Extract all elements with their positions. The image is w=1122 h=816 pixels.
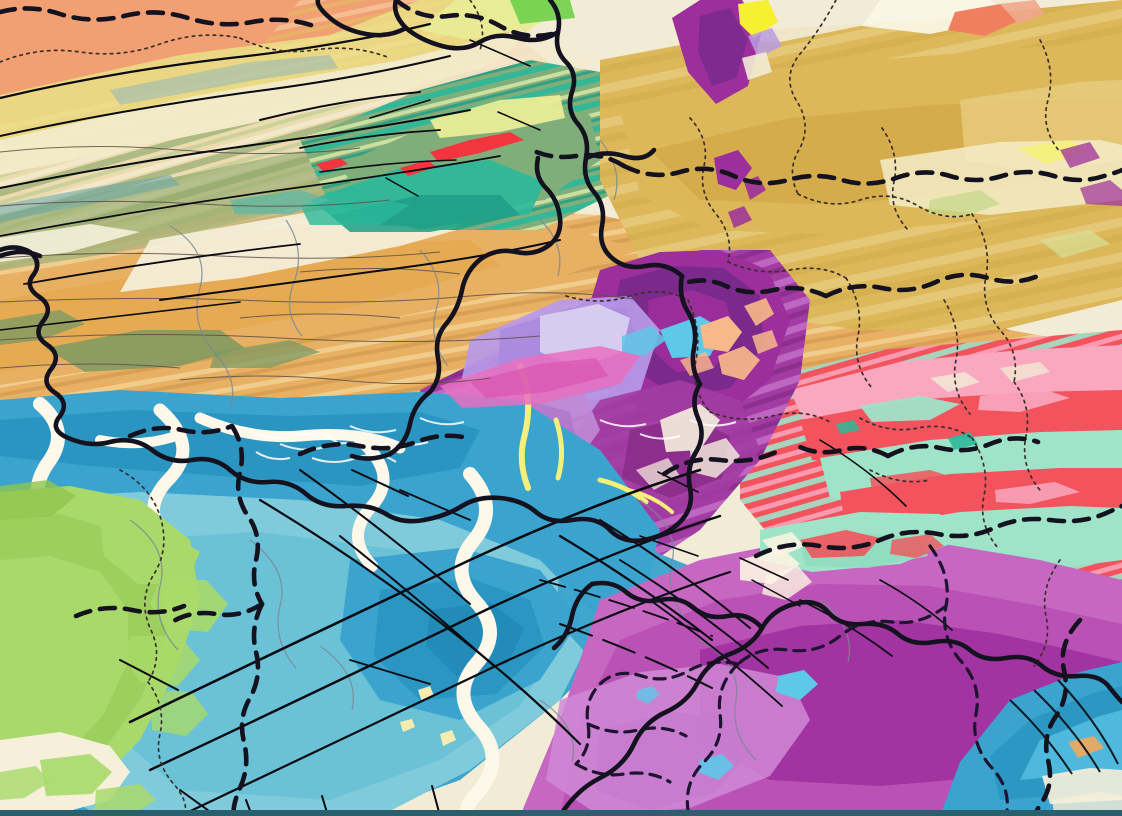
provincial-boundaries: [0, 0, 1061, 816]
region-tarim-east: [600, 0, 1122, 330]
fault-traces: [0, 22, 953, 816]
provincial-boundaries-bold: [574, 544, 1009, 816]
region-songpan: [0, 480, 228, 816]
viewport-bottom-bar: [0, 810, 1122, 816]
region-qaidam-belt: [740, 330, 1122, 620]
